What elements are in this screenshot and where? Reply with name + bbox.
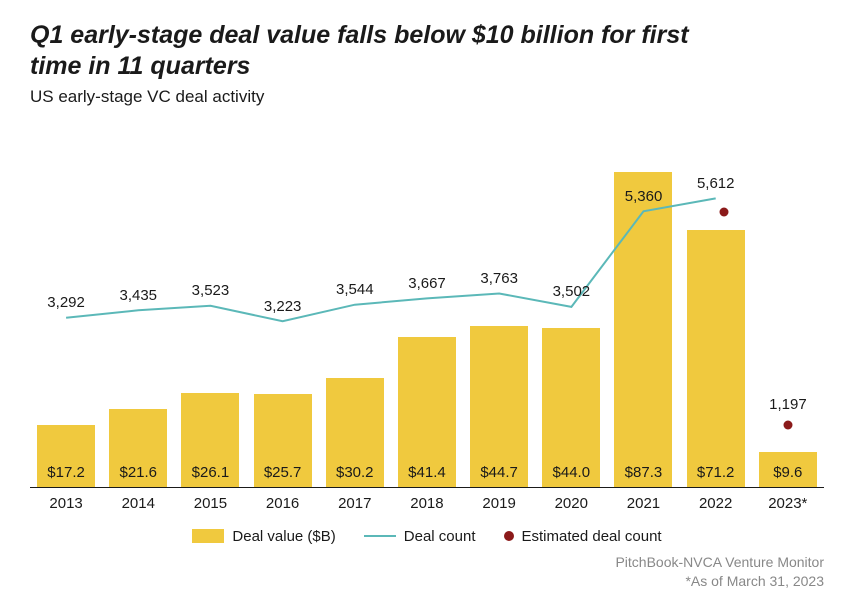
bar-value-label: $21.6 [119, 464, 157, 481]
x-label: 2019 [463, 495, 535, 512]
x-label: 2023* [752, 495, 824, 512]
count-label: 5,612 [697, 175, 735, 192]
legend-deal-value: Deal value ($B) [192, 528, 335, 545]
x-label: 2021 [607, 495, 679, 512]
bar-2022: $71.2 [687, 230, 745, 486]
bar-2016: $25.7 [254, 394, 312, 487]
x-label: 2015 [174, 495, 246, 512]
x-label: 2016 [247, 495, 319, 512]
x-axis-labels: 2013201420152016201720182019202020212022… [30, 495, 824, 512]
bar-value-label: $25.7 [264, 464, 302, 481]
estimated-count-label: 1,197 [769, 396, 807, 413]
bar-2014: $21.6 [109, 409, 167, 487]
bar-2013: $17.2 [37, 425, 95, 487]
bar-value-label: $30.2 [336, 464, 374, 481]
legend-deal-count: Deal count [364, 528, 476, 545]
bar-2018: $41.4 [398, 337, 456, 486]
x-label: 2017 [319, 495, 391, 512]
bar-value-label: $41.4 [408, 464, 446, 481]
legend-dot-swatch [504, 531, 514, 541]
x-label: 2020 [535, 495, 607, 512]
chart-area: $17.2 $21.6 $26.1 $25.7 $30.2 $41.4 $44.7 $44.0… [30, 127, 824, 487]
legend-estimated-label: Estimated deal count [522, 528, 662, 545]
bar-2023*: $9.6 [759, 452, 817, 487]
x-label: 2013 [30, 495, 102, 512]
footer-note: *As of March 31, 2023 [615, 572, 824, 592]
count-label: 3,523 [192, 282, 230, 299]
bar-2020: $44.0 [542, 328, 600, 486]
legend-bar-swatch [192, 529, 224, 543]
bar-2021: $87.3 [614, 172, 672, 486]
count-label: 3,435 [119, 287, 157, 304]
x-label: 2014 [102, 495, 174, 512]
bar-value-label: $44.0 [553, 464, 591, 481]
legend-estimated: Estimated deal count [504, 528, 662, 545]
legend-deal-count-label: Deal count [404, 528, 476, 545]
x-label: 2018 [391, 495, 463, 512]
legend-line-swatch [364, 535, 396, 537]
count-label: 5,360 [625, 188, 663, 205]
axis-baseline [30, 487, 824, 488]
legend-deal-value-label: Deal value ($B) [232, 528, 335, 545]
count-label: 3,544 [336, 281, 374, 298]
count-label: 3,667 [408, 275, 446, 292]
bar-value-label: $26.1 [192, 464, 230, 481]
x-label: 2022 [680, 495, 752, 512]
bar-value-label: $9.6 [773, 464, 802, 481]
bar-2019: $44.7 [470, 326, 528, 487]
bar-value-label: $71.2 [697, 464, 735, 481]
count-label: 3,292 [47, 294, 85, 311]
estimated-dot-icon [783, 420, 792, 429]
count-label: 3,223 [264, 298, 302, 315]
bar-value-label: $17.2 [47, 464, 85, 481]
chart-legend: Deal value ($B) Deal count Estimated dea… [30, 528, 824, 545]
chart-subtitle: US early-stage VC deal activity [30, 87, 824, 107]
chart-footer: PitchBook-NVCA Venture Monitor *As of Ma… [615, 553, 824, 592]
bar-value-label: $87.3 [625, 464, 663, 481]
count-label: 3,502 [553, 283, 591, 300]
estimated-dot-icon [719, 207, 728, 216]
bar-2015: $26.1 [181, 393, 239, 487]
bar-2017: $30.2 [326, 378, 384, 487]
count-label: 3,763 [480, 270, 518, 287]
footer-source: PitchBook-NVCA Venture Monitor [615, 553, 824, 573]
bar-value-label: $44.7 [480, 464, 518, 481]
chart-title: Q1 early-stage deal value falls below $1… [30, 20, 730, 83]
